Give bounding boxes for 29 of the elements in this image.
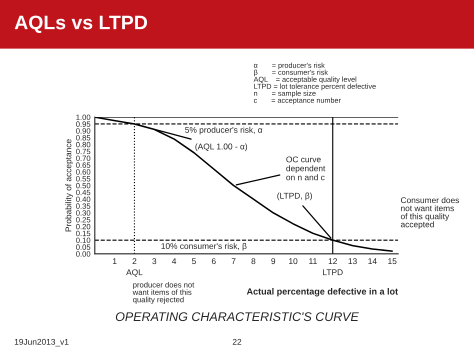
x-tick-label: 1 [112, 258, 117, 264]
ref-line-label: 10% consumer's risk, β [161, 242, 247, 251]
annotation: (LTPD, β) [277, 192, 312, 200]
x-tick-label: 6 [212, 258, 216, 264]
x-axis-title: Actual percentage defective in a lot [246, 288, 398, 296]
text: 19Jun2013_v1 [14, 338, 68, 346]
x-tick-label: 13 [348, 258, 357, 264]
x-tick-label: 9 [271, 258, 276, 264]
annotation: (AQL 1.00 - α) [195, 143, 248, 152]
text: 22 [232, 338, 242, 345]
x-tick-label: 12 [328, 258, 337, 264]
x-tick-label: 5 [192, 258, 196, 264]
y-axis-title: Probability of acceptance [65, 139, 73, 232]
annotation: OC curve dependent on n and c [286, 156, 326, 180]
x-tick-label: 4 [172, 258, 176, 264]
ref-line-label: 5% producer's risk, α [185, 126, 262, 134]
x-tick-label: 11 [309, 258, 317, 264]
x-tick-label: 7 [232, 258, 236, 264]
x-tick-label: 2 [132, 258, 136, 264]
ref-line-label: LTPD [323, 269, 343, 276]
x-tick-label: 14 [368, 258, 377, 264]
chart-title: AQLs vs LTPD [14, 16, 148, 33]
ref-line-label: AQL [126, 269, 143, 277]
x-tick-label: 3 [152, 258, 156, 264]
text: OPERATING CHARACTERISTIC'S CURVE [116, 312, 359, 322]
x-tick-label: 15 [388, 258, 396, 264]
text: Consumer does not want items of this quality accepted [400, 197, 460, 229]
x-tick-label: 8 [251, 258, 256, 264]
x-tick-label: 10 [289, 258, 298, 264]
